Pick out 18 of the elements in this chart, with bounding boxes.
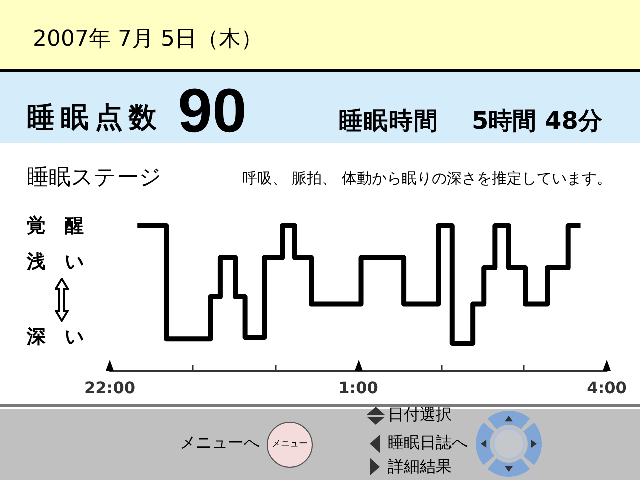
text: メニューへ: [180, 433, 260, 452]
text: 5時間 48分: [472, 107, 602, 135]
text: 睡眠点数: [27, 101, 163, 134]
text: 詳細結果: [388, 457, 452, 476]
chart-title: 睡眠ステージ: [27, 166, 162, 190]
x-tick-label: 22:00: [84, 378, 136, 398]
text: 日付選択: [388, 405, 452, 424]
text: メニュー: [272, 440, 308, 450]
text: 90: [178, 77, 247, 146]
text: 深 い: [27, 326, 84, 348]
x-tick-label: 4:00: [587, 378, 627, 398]
x-tick-label: 1:00: [338, 378, 378, 398]
text: 2007年 7月 5日（木）: [33, 27, 263, 52]
text: 覚 醒: [27, 215, 84, 237]
text: 睡眠日誌へ: [388, 433, 468, 452]
text: 睡眠時間: [339, 107, 439, 135]
chart-subtitle: 呼吸、 脈拍、 体動から眠りの深さを推定しています。: [242, 170, 612, 188]
text: 浅 い: [27, 251, 84, 273]
